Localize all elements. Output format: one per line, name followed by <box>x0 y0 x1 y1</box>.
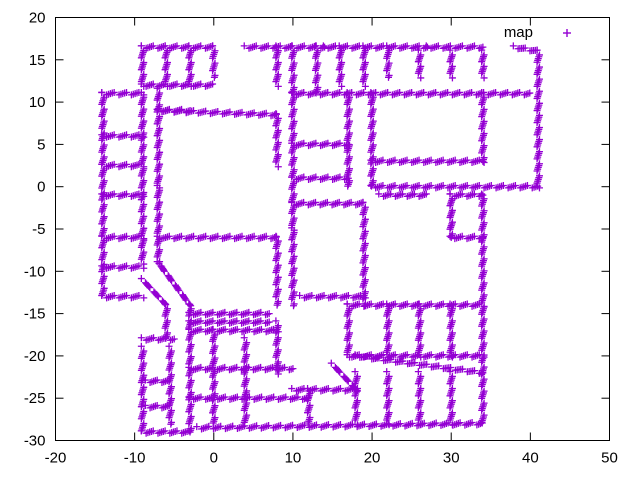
data-point-segment <box>296 291 369 302</box>
data-point-segment <box>446 300 456 361</box>
data-point-segment <box>185 317 273 327</box>
data-point-segment <box>422 42 487 52</box>
data-point-segment <box>137 342 148 435</box>
data-point-segment <box>414 46 425 82</box>
y-tick-label: 0 <box>37 179 45 196</box>
y-tick-label: -25 <box>24 390 46 407</box>
data-point-segment <box>288 385 361 395</box>
axis-ticks: -20 -10 0 10 20 30 40 50 -30 -25 -20 -15 -10 -5 0 5 10 15… <box>24 10 618 467</box>
data-point-segment <box>185 325 282 336</box>
data-point-segment <box>414 368 425 429</box>
x-tick-label: -10 <box>124 450 146 467</box>
y-tick-label: 10 <box>29 94 46 111</box>
data-point-segment <box>533 46 543 192</box>
y-tick-label: -5 <box>32 221 45 238</box>
data-point-segment <box>137 334 178 344</box>
data-point-segment <box>319 42 431 52</box>
data-point-segment <box>446 190 456 241</box>
data-point-segment <box>478 46 488 82</box>
y-tick-label: -10 <box>24 263 46 280</box>
data-point-segment <box>509 42 541 55</box>
data-point-segment <box>375 190 430 200</box>
series-map <box>98 42 543 437</box>
data-point-segment <box>446 46 456 82</box>
legend-label: map <box>504 24 533 41</box>
data-point-segment <box>193 419 486 433</box>
data-point-segment <box>414 300 425 361</box>
data-point-segment <box>98 160 148 171</box>
data-point-segment <box>311 42 322 97</box>
y-tick-label: 5 <box>37 136 45 153</box>
data-point-segment <box>185 300 195 436</box>
data-point-segment <box>478 88 488 165</box>
data-point-segment <box>272 232 282 309</box>
data-point-segment <box>288 224 298 310</box>
data-point-segment <box>288 42 298 97</box>
legend: map <box>504 24 571 41</box>
data-point-segment <box>209 42 219 81</box>
data-point-segment <box>288 173 352 183</box>
x-tick-label: 50 <box>601 450 618 467</box>
data-point-segment <box>478 190 488 426</box>
data-point-segment <box>383 368 393 429</box>
y-tick-label: 20 <box>29 10 46 27</box>
data-point-segment <box>98 232 148 243</box>
data-point-segment <box>343 88 354 190</box>
data-point-segment <box>351 368 361 429</box>
x-tick-label: -20 <box>45 450 67 467</box>
data-point-segment <box>367 182 542 192</box>
data-point-segment <box>327 359 360 393</box>
x-tick-label: 10 <box>285 450 302 467</box>
x-tick-label: 40 <box>522 450 539 467</box>
y-tick-label: -30 <box>24 433 46 450</box>
data-point-segment <box>153 232 280 243</box>
data-point-segment <box>153 105 280 120</box>
data-point-segment <box>153 258 195 310</box>
data-point-segment <box>351 351 487 377</box>
data-point-segment <box>272 317 282 378</box>
data-point-segment <box>304 385 314 427</box>
data-point-segment <box>446 232 487 243</box>
x-tick-label: 0 <box>210 450 218 467</box>
data-point-segment <box>383 300 393 361</box>
data-point-segment <box>165 342 175 428</box>
data-point-segment <box>98 262 148 272</box>
x-tick-label: 30 <box>443 450 460 467</box>
data-point-segment <box>137 80 217 90</box>
data-point-segment <box>153 182 164 267</box>
x-tick-label: 20 <box>364 450 381 467</box>
data-point-segment <box>153 84 164 192</box>
data-point-segment <box>137 427 193 437</box>
data-point-segment <box>343 300 354 361</box>
y-tick-label: -20 <box>24 348 46 365</box>
data-point-segment <box>272 42 282 90</box>
data-point-segment <box>185 308 273 319</box>
data-point-segment <box>98 291 148 302</box>
data-point-segment <box>240 334 251 426</box>
legend-marker <box>563 29 571 37</box>
data-point-segment <box>137 88 148 268</box>
data-point-segment <box>272 110 282 171</box>
data-point-segment <box>288 88 298 234</box>
data-point-segment <box>288 88 534 99</box>
data-point-segment <box>288 198 367 209</box>
data-point-segment <box>367 156 488 167</box>
y-tick-label: -15 <box>24 306 46 323</box>
data-point-segment <box>367 88 377 190</box>
data-point-segment <box>98 131 148 141</box>
data-points <box>98 42 543 437</box>
data-point-segment <box>359 198 369 310</box>
plot-frame <box>55 17 610 441</box>
data-point-segment <box>446 368 456 429</box>
y-tick-label: 15 <box>29 52 46 69</box>
data-point-segment <box>288 139 352 150</box>
data-point-segment <box>137 42 217 52</box>
data-point-segment <box>98 190 148 200</box>
data-point-segment <box>209 325 219 427</box>
